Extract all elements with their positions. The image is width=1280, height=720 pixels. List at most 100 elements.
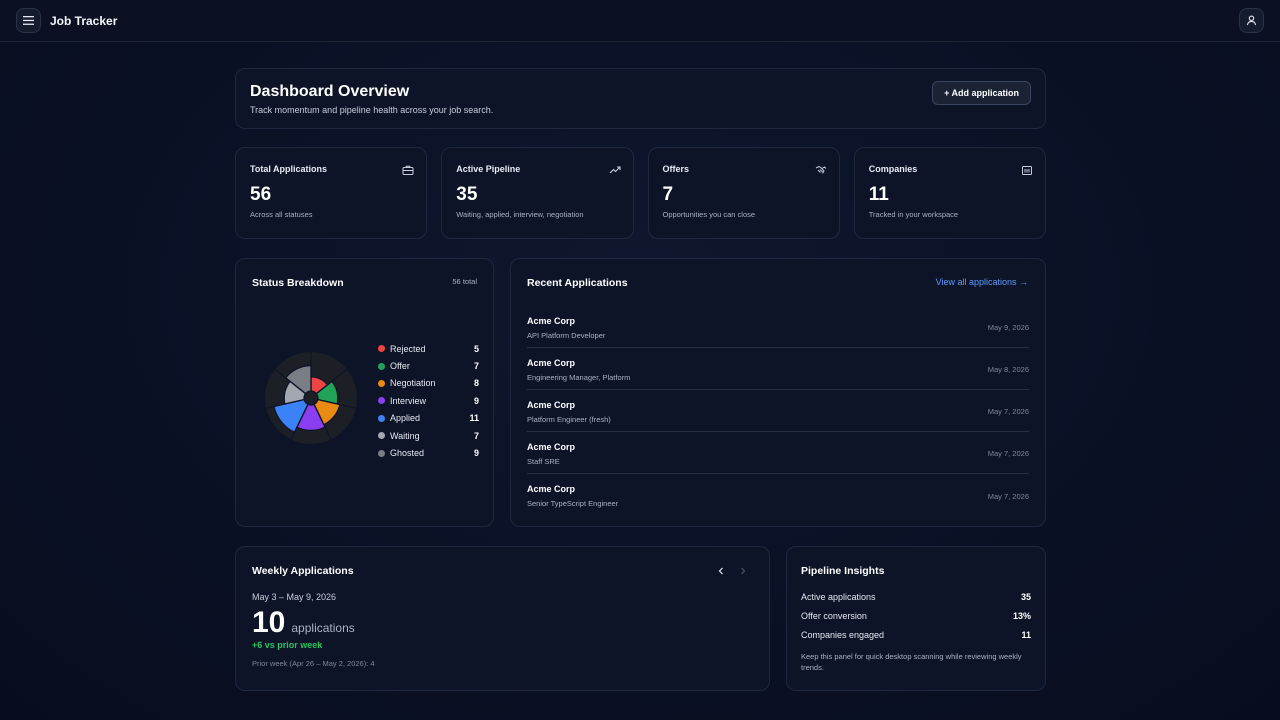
stat-value: 11 [868,184,889,205]
user-icon [1246,15,1257,26]
middle-row: Status Breakdown 56 total Rejected 5 Offer… [235,258,1046,527]
legend-item-interview: Interview 9 [378,392,479,409]
insight-value: 11 [1021,630,1031,640]
recent-application-row[interactable]: Acme Corp Senior TypeScript Engineer May… [527,474,1029,516]
dashboard-header: Dashboard Overview Track momentum and pi… [235,68,1046,129]
pie-divider [316,368,348,395]
recent-role: Staff SRE [527,456,560,466]
week-delta: +6 vs prior week [252,640,323,650]
page-subtitle: Track momentum and pipeline health acros… [250,105,494,115]
stat-card-companies: Companies 11 Tracked in your workspace [853,147,1046,239]
handshake-icon [815,165,827,174]
weekly-applications-card: Weekly Applications May 3 – May 9, 2026 … [235,546,770,691]
legend-count: 5 [473,343,479,354]
legend-dot [378,379,385,387]
recent-application-info: Acme Corp Engineering Manager, Platform [527,358,630,382]
legend-dot [378,345,385,353]
top-bar-left: Job Tracker [16,8,117,33]
briefcase-icon [402,165,414,175]
legend-item-waiting: Waiting 7 [378,427,479,444]
legend-item-rejected: Rejected 5 [378,340,479,357]
recent-application-row[interactable]: Acme Corp Platform Engineer (fresh) May … [527,390,1029,432]
stat-card-active-pipeline: Active Pipeline 35 Waiting, applied, int… [441,147,634,239]
insight-rows: Active applications 35 Offer conversion … [801,592,1031,649]
next-week-button[interactable] [737,565,749,577]
recent-date: May 9, 2026 [987,323,1029,332]
legend-dot [378,362,385,370]
stat-value: 35 [456,184,478,205]
recent-application-info: Acme Corp Staff SRE [527,442,575,466]
legend-count: 11 [469,413,479,424]
legend-label: Waiting [390,430,420,441]
status-legend: Rejected 5 Offer 7 Negotiation 8 Interview 9 App… [378,340,479,462]
recent-application-info: Acme Corp API Platform Developer [527,316,605,340]
legend-label: Ghosted [390,448,425,459]
legend-label: Negotiation [390,378,436,389]
legend-count: 8 [473,378,479,389]
recent-applications-title: Recent Applications [527,277,628,289]
recent-date: May 7, 2026 [987,407,1029,416]
legend-label: Applied [390,413,421,424]
stat-card-offers: Offers 7 Opportunities you can close [647,147,840,239]
profile-button[interactable] [1239,8,1264,33]
insight-value: 35 [1020,592,1031,602]
previous-week-button[interactable] [715,565,727,577]
recent-company: Acme Corp [527,441,576,452]
stat-label: Total Applications [250,164,328,174]
header-text: Dashboard Overview Track momentum and pi… [250,83,493,115]
legend-count: 9 [473,448,479,459]
hamburger-icon [23,16,34,25]
chevron-right-icon [741,567,746,575]
chevron-left-icon [718,567,723,575]
recent-application-row[interactable]: Acme Corp Engineering Manager, Platform … [527,348,1029,390]
legend-dot [378,414,385,422]
legend-item-offer: Offer 7 [378,357,479,374]
building-icon [1022,166,1032,175]
stats-row: Total Applications 56 Across all statuse… [235,147,1046,239]
stat-description: Opportunities you can close [662,210,756,219]
status-breakdown-title: Status Breakdown [252,277,344,289]
recent-applications-card: Recent Applications View all application… [510,258,1046,527]
app-title: Job Tracker [50,13,118,28]
dashboard-container: Dashboard Overview Track momentum and pi… [235,68,1046,691]
pie-divider [317,398,356,409]
recent-role: Engineering Manager, Platform [527,372,631,382]
recent-company: Acme Corp [527,357,576,368]
legend-label: Interview [390,395,427,406]
status-total: 56 total [452,277,477,286]
insight-row-offer-conversion: Offer conversion 13% [801,611,1031,630]
recent-role: Platform Engineer (fresh) [527,414,611,424]
legend-item-applied: Applied 11 [378,410,479,427]
status-breakdown-card: Status Breakdown 56 total Rejected 5 Offer… [235,258,494,527]
recent-company: Acme Corp [527,399,576,410]
pie-slice-ghosted[interactable] [284,365,312,395]
recent-application-info: Acme Corp Senior TypeScript Engineer [527,484,618,508]
stat-value: 56 [250,184,272,205]
pipeline-insights-card: Pipeline Insights Active applications 35… [786,546,1046,691]
stat-description: Waiting, applied, interview, negotiation [456,210,584,219]
insight-row-active-applications: Active applications 35 [801,592,1031,611]
recent-company: Acme Corp [527,315,576,326]
legend-dot [378,397,385,405]
recent-date: May 7, 2026 [987,449,1029,458]
insight-label: Companies engaged [801,630,885,640]
menu-button[interactable] [16,8,41,33]
prior-week: Prior week (Apr 26 – May 2, 2026): 4 [252,659,375,668]
recent-role: API Platform Developer [527,330,606,340]
recent-application-row[interactable]: Acme Corp Staff SRE May 7, 2026 [527,432,1029,474]
view-all-applications-link[interactable]: View all applications → [935,277,1028,287]
week-range: May 3 – May 9, 2026 [252,592,337,602]
legend-label: Rejected [390,343,426,354]
add-application-button[interactable]: + Add application [932,81,1031,105]
pie-slice-applied[interactable] [273,398,309,434]
pie-slice-interview[interactable] [296,403,326,431]
bottom-row: Weekly Applications May 3 – May 9, 2026 … [235,546,1046,691]
insight-note: Keep this panel for quick desktop scanni… [801,652,1022,672]
insight-label: Offer conversion [801,611,867,621]
recent-application-row[interactable]: Acme Corp API Platform Developer May 9, … [527,306,1029,348]
week-unit: applications [291,621,355,635]
insight-label: Active applications [801,592,876,602]
legend-item-negotiation: Negotiation 8 [378,375,479,392]
legend-dot [378,432,385,440]
insight-value: 13% [1012,611,1031,621]
